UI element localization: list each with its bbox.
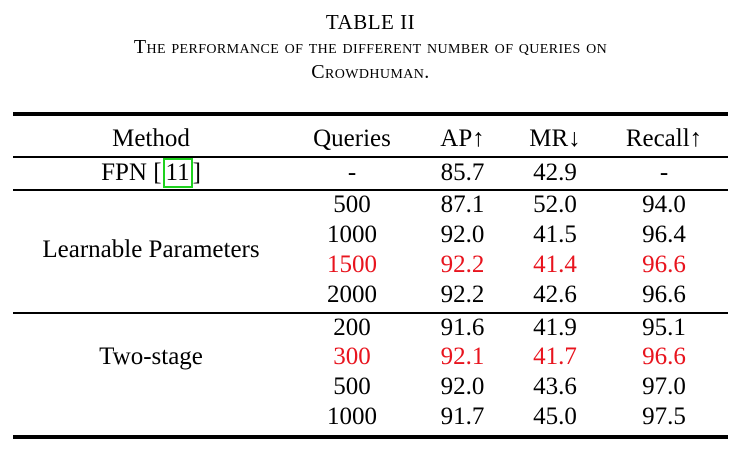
twostage-recall: 97.5 xyxy=(642,403,686,430)
group-label-two-stage: Two-stage xyxy=(99,343,203,370)
learnable-ap-highlight: 92.2 xyxy=(440,251,485,278)
fpn-method: FPN [11] xyxy=(13,158,289,188)
learnable-rule xyxy=(13,312,728,314)
learnable-queries: 2000 xyxy=(327,281,377,308)
header-mr: MR↓ xyxy=(529,125,581,152)
fpn-mr: 42.9 xyxy=(533,159,577,186)
learnable-ap: 92.2 xyxy=(440,281,485,308)
table-label: TABLE II xyxy=(325,10,416,34)
twostage-mr: 45.0 xyxy=(533,403,577,430)
twostage-queries: 1000 xyxy=(327,403,377,430)
learnable-mr: 42.6 xyxy=(533,281,577,308)
twostage-mr-highlight: 41.7 xyxy=(533,343,577,370)
learnable-recall-highlight: 96.6 xyxy=(642,251,686,278)
bottom-rule xyxy=(13,435,728,439)
top-rule xyxy=(13,112,728,116)
twostage-queries: 500 xyxy=(333,373,371,400)
fpn-queries: - xyxy=(347,159,357,186)
table-caption-line-1: The performance of the different number … xyxy=(133,36,608,58)
header-rule xyxy=(13,156,728,158)
learnable-queries: 500 xyxy=(333,191,371,218)
learnable-mr-highlight: 41.4 xyxy=(533,251,577,278)
learnable-queries: 1000 xyxy=(327,221,377,248)
fpn-ap: 85.7 xyxy=(440,159,485,186)
learnable-mr: 52.0 xyxy=(533,191,577,218)
header-recall: Recall↑ xyxy=(625,125,703,152)
learnable-recall: 94.0 xyxy=(642,191,686,218)
header-queries: Queries xyxy=(313,125,391,152)
citation-link[interactable]: 11 xyxy=(162,158,193,188)
twostage-mr: 43.6 xyxy=(533,373,577,400)
twostage-ap: 91.6 xyxy=(440,314,485,341)
twostage-queries-highlight: 300 xyxy=(333,343,371,370)
fpn-method-prefix: FPN [ xyxy=(101,159,162,186)
header-ap: AP↑ xyxy=(440,125,485,152)
fpn-recall: - xyxy=(659,159,669,186)
twostage-recall: 95.1 xyxy=(642,314,686,341)
learnable-ap: 87.1 xyxy=(440,191,485,218)
fpn-method-suffix: ] xyxy=(192,159,201,186)
header-method: Method xyxy=(112,125,190,152)
table-caption-line-2: Crowdhuman. xyxy=(311,61,430,83)
learnable-recall: 96.4 xyxy=(642,221,686,248)
twostage-mr: 41.9 xyxy=(533,314,577,341)
twostage-recall: 97.0 xyxy=(642,373,686,400)
learnable-queries-highlight: 1500 xyxy=(327,251,377,278)
twostage-recall-highlight: 96.6 xyxy=(642,343,686,370)
group-label-learnable: Learnable Parameters xyxy=(42,236,260,263)
fpn-rule xyxy=(13,189,728,191)
twostage-ap: 92.0 xyxy=(440,373,485,400)
twostage-ap-highlight: 92.1 xyxy=(440,343,485,370)
twostage-queries: 200 xyxy=(333,314,371,341)
twostage-ap: 91.7 xyxy=(440,403,485,430)
learnable-recall: 96.6 xyxy=(642,281,686,308)
learnable-mr: 41.5 xyxy=(533,221,577,248)
learnable-ap: 92.0 xyxy=(440,221,485,248)
